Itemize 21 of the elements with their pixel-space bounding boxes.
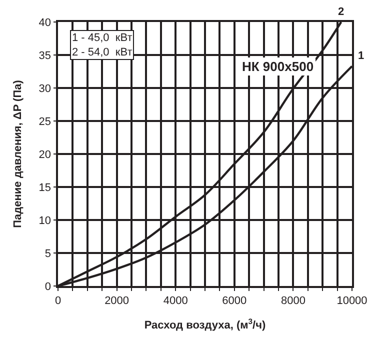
- x-tick-label: 8000: [280, 294, 306, 307]
- y-tick-label: 5: [44, 248, 52, 260]
- y-tick-label: 35: [38, 50, 52, 62]
- annotation: 1 - 45,0 кВт 2 - 54,0 кВт: [72, 32, 132, 58]
- y-tick-label: 40: [38, 16, 52, 29]
- annotation: НК 900x500: [242, 59, 314, 74]
- y-axis-title: Падение давления, ΔP (Па): [12, 80, 24, 228]
- x-tick-label: 10000: [336, 294, 368, 307]
- y-tick-label: 25: [38, 116, 52, 128]
- x-tick-label: 0: [54, 294, 62, 307]
- y-tick-label: 30: [38, 82, 52, 95]
- y-tick-label: 0: [44, 280, 52, 293]
- x-tick-label: 4000: [163, 294, 188, 307]
- y-tick-label: 15: [38, 182, 52, 194]
- y-tick-label: 20: [38, 148, 52, 161]
- x-axis-title: Расход воздуха, (м$^{3}$/ч): [144, 317, 266, 332]
- y-tick-label: 10: [38, 214, 52, 227]
- x-tick-label: 6000: [222, 294, 247, 307]
- series-label: 1: [358, 50, 364, 62]
- series-label: 2: [338, 6, 344, 18]
- x-tick-label: 2000: [104, 294, 130, 307]
